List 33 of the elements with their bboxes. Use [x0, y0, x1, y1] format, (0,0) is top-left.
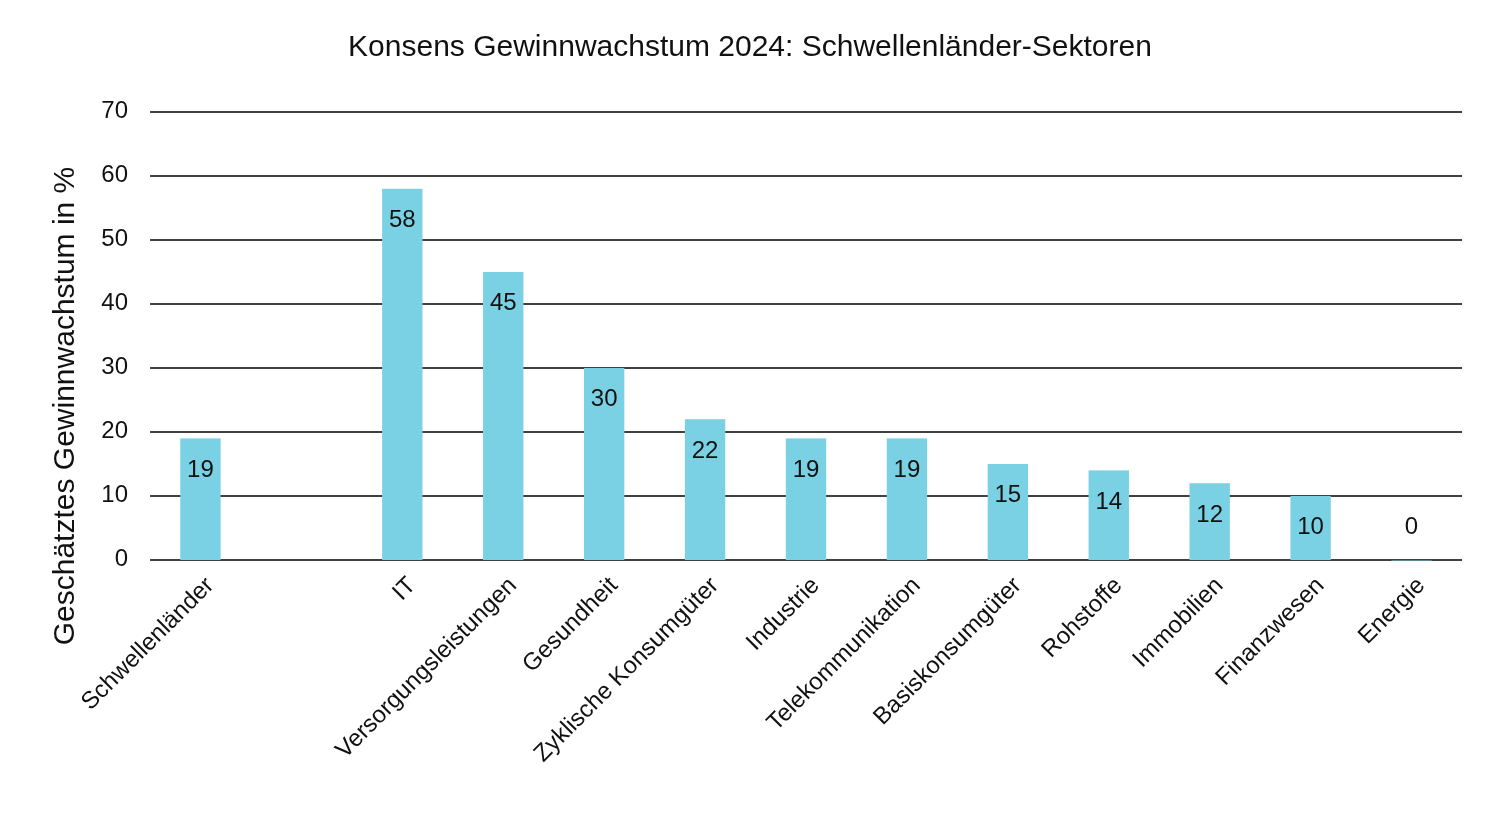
data-label: 45 — [489, 288, 517, 316]
y-tick-label: 0 — [114, 544, 128, 572]
bar — [1290, 496, 1331, 560]
y-tick-label: 50 — [101, 224, 128, 252]
bar — [180, 438, 221, 560]
bar — [1088, 470, 1129, 560]
chart-title: Konsens Gewinnwachstum 2024: Schwellenländer-Sektoren — [348, 28, 1152, 62]
bar — [785, 438, 827, 560]
data-label: 30 — [590, 384, 618, 412]
data-label: 58 — [388, 205, 416, 233]
bar — [987, 464, 1029, 560]
data-label: 15 — [994, 480, 1022, 508]
y-tick-label: 60 — [101, 160, 128, 188]
data-label: 10 — [1297, 512, 1324, 540]
data-label: 19 — [893, 454, 921, 482]
data-label: 19 — [187, 454, 214, 482]
data-label: 0 — [1404, 512, 1419, 540]
data-label: 12 — [1196, 499, 1224, 527]
y-axis-title: Geschätztes Gewinnwachstum in % — [46, 166, 80, 646]
bar — [583, 368, 625, 560]
data-label: 19 — [792, 454, 820, 482]
data-label: 14 — [1095, 486, 1123, 514]
data-label: 22 — [691, 435, 719, 463]
bar — [886, 438, 928, 560]
y-tick-label: 70 — [101, 96, 128, 124]
bar — [382, 188, 423, 560]
y-tick-label: 10 — [101, 480, 128, 508]
y-tick-label: 20 — [101, 416, 128, 444]
bar — [483, 272, 524, 560]
y-tick-label: 40 — [101, 288, 128, 316]
bar — [684, 419, 726, 560]
bar — [1189, 483, 1230, 560]
y-tick-label: 30 — [101, 352, 128, 380]
